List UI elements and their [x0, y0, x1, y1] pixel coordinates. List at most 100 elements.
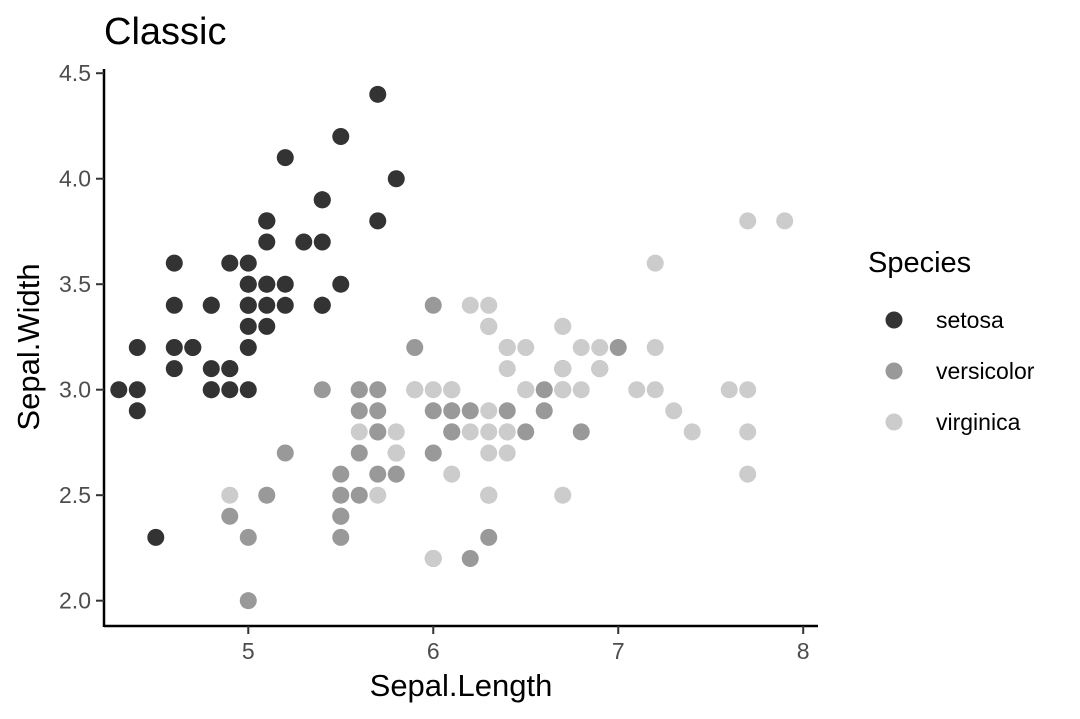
data-point-setosa-35 [239, 339, 257, 356]
data-point-virginica-36 [480, 296, 498, 314]
x-tick-label-3: 8 [797, 638, 810, 664]
legend-key-setosa [885, 311, 903, 329]
data-point-setosa-33 [332, 128, 350, 146]
data-point-setosa-43 [239, 275, 257, 293]
y-tick-label-5: 4.5 [59, 60, 91, 86]
data-point-setosa-1 [221, 381, 239, 399]
data-point-virginica-3 [480, 402, 498, 420]
data-point-setosa-46 [258, 212, 276, 230]
data-point-versicolor-18 [461, 549, 479, 567]
data-point-setosa-32 [276, 149, 294, 167]
data-point-versicolor-42 [387, 465, 405, 483]
data-point-virginica-9 [646, 254, 664, 272]
y-axis-ticks: 2.0 2.5 3.0 3.5 4.0 4.5 [59, 60, 104, 614]
data-point-virginica-35 [739, 381, 757, 399]
points-layer [110, 85, 794, 610]
data-point-virginica-19 [424, 549, 442, 567]
legend-items: setosa versicolor virginica [885, 307, 1035, 435]
data-point-versicolor-37 [480, 528, 498, 546]
data-point-versicolor-14 [350, 402, 368, 420]
legend: Species setosa versicolor virginica [868, 247, 1035, 435]
data-point-versicolor-39 [332, 486, 350, 504]
data-point-virginica-13 [369, 486, 387, 504]
data-point-virginica-27 [443, 381, 461, 399]
data-point-virginica-12 [572, 381, 590, 399]
data-point-versicolor-29 [369, 465, 387, 483]
y-tick-label-0: 2.0 [59, 588, 91, 614]
data-point-versicolor-49 [369, 423, 387, 441]
data-point-virginica-34 [443, 465, 461, 483]
data-point-virginica-6 [221, 486, 239, 504]
data-point-setosa-22 [165, 254, 183, 272]
data-point-versicolor-43 [239, 528, 257, 546]
x-tick-label-0: 5 [242, 638, 255, 664]
data-point-versicolor-45 [369, 381, 387, 399]
data-point-virginica-31 [776, 212, 794, 230]
data-point-versicolor-40 [332, 465, 350, 483]
data-point-setosa-6 [165, 296, 183, 314]
legend-title: Species [868, 247, 971, 279]
data-point-virginica-30 [683, 423, 701, 441]
y-tick-label-3: 3.5 [59, 271, 91, 297]
data-point-virginica-33 [480, 423, 498, 441]
data-point-setosa-34 [221, 360, 239, 378]
data-point-setosa-24 [202, 296, 220, 314]
data-point-setosa-37 [221, 254, 239, 272]
data-point-versicolor-47 [461, 402, 479, 420]
legend-label-setosa: setosa [936, 307, 1004, 333]
data-point-setosa-41 [147, 528, 165, 546]
data-point-virginica-45 [554, 381, 572, 399]
data-point-virginica-5 [720, 381, 738, 399]
data-point-setosa-4 [239, 254, 257, 272]
data-point-versicolor-31 [332, 507, 350, 525]
data-point-virginica-37 [498, 360, 516, 378]
data-point-versicolor-34 [313, 381, 331, 399]
data-point-virginica-23 [480, 444, 498, 462]
data-point-versicolor-20 [406, 339, 424, 356]
data-point-versicolor-13 [443, 402, 461, 420]
data-point-versicolor-8 [535, 402, 553, 420]
data-point-setosa-8 [128, 402, 146, 420]
x-axis-ticks: 5 6 7 8 [242, 626, 810, 664]
data-point-versicolor-23 [443, 423, 461, 441]
data-point-setosa-47 [165, 339, 183, 356]
data-point-setosa-38 [128, 381, 146, 399]
data-point-virginica-10 [517, 339, 535, 356]
data-point-versicolor-33 [424, 444, 442, 462]
data-point-versicolor-35 [424, 296, 442, 314]
data-point-versicolor-25 [535, 381, 553, 399]
data-point-versicolor-9 [276, 444, 294, 462]
data-point-setosa-15 [369, 85, 387, 103]
data-point-virginica-15 [498, 339, 516, 356]
data-point-versicolor-26 [572, 423, 590, 441]
data-point-versicolor-7 [221, 507, 239, 525]
data-point-virginica-42 [387, 444, 405, 462]
data-point-setosa-39 [258, 296, 276, 314]
data-point-setosa-26 [239, 296, 257, 314]
data-point-virginica-14 [387, 423, 405, 441]
data-point-virginica-41 [591, 360, 609, 378]
legend-key-versicolor [885, 362, 903, 380]
data-point-virginica-18 [739, 465, 757, 483]
data-point-setosa-27 [276, 275, 294, 293]
data-point-setosa-45 [202, 381, 220, 399]
data-point-virginica-21 [350, 423, 368, 441]
data-point-setosa-36 [332, 275, 350, 293]
x-tick-label-1: 6 [427, 638, 440, 664]
data-point-virginica-32 [498, 423, 516, 441]
data-point-setosa-31 [313, 296, 331, 314]
data-point-virginica-22 [739, 423, 757, 441]
data-point-setosa-49 [239, 317, 257, 335]
data-point-versicolor-48 [258, 486, 276, 504]
data-point-setosa-3 [165, 360, 183, 378]
data-point-virginica-43 [572, 339, 590, 356]
data-point-setosa-42 [128, 339, 146, 356]
data-point-versicolor-38 [350, 381, 368, 399]
data-point-setosa-21 [258, 233, 276, 251]
x-tick-label-2: 7 [612, 638, 625, 664]
data-point-versicolor-46 [369, 402, 387, 420]
data-point-setosa-13 [110, 381, 128, 399]
data-point-setosa-29 [184, 339, 202, 356]
data-point-virginica-29 [646, 381, 664, 399]
